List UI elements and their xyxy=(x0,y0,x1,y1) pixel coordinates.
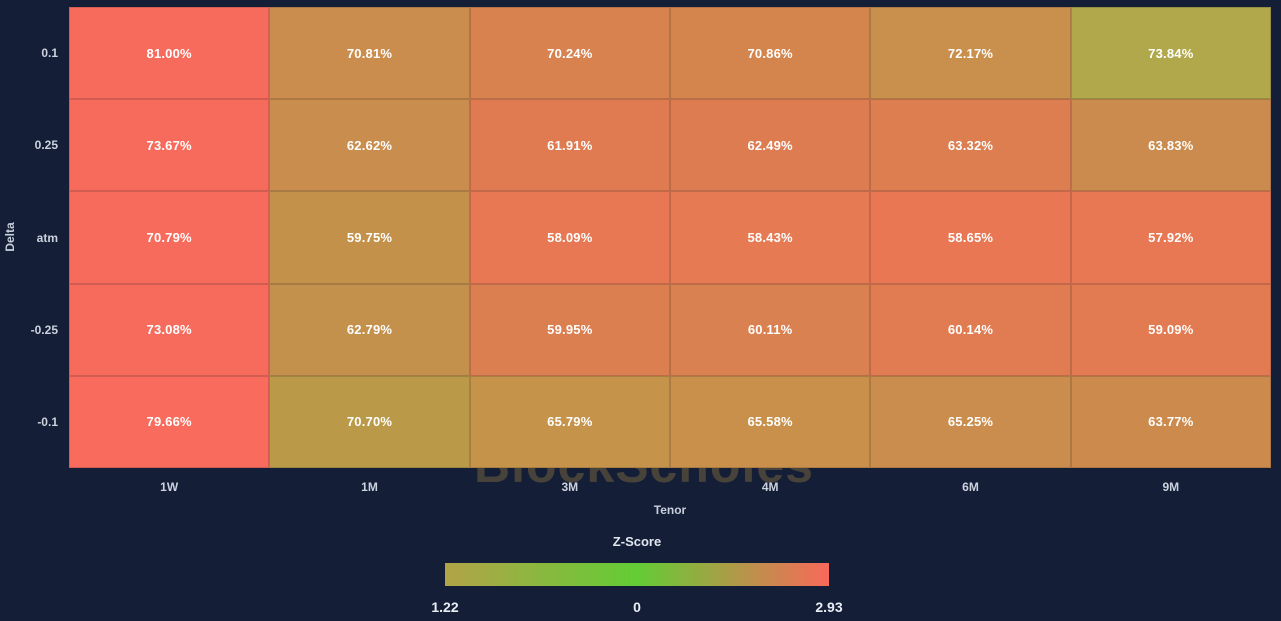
heatmap-cell[interactable]: 70.70% xyxy=(269,375,470,468)
colorbar-max-label: 2.93 xyxy=(815,599,843,615)
cell-value-label: 57.92% xyxy=(1148,229,1194,245)
heatmap-cell[interactable]: 61.91% xyxy=(469,99,670,192)
heatmap-cell[interactable]: 63.77% xyxy=(1070,375,1271,468)
heatmap-cell[interactable]: 59.95% xyxy=(469,283,670,376)
x-tick-label: 1W xyxy=(160,480,179,494)
heatmap-cell[interactable]: 65.25% xyxy=(870,375,1071,468)
cell-value-label: 63.32% xyxy=(947,137,994,153)
cell-value-label: 65.58% xyxy=(747,414,793,430)
y-tick-label: atm xyxy=(36,230,58,245)
cell-value-label: 63.77% xyxy=(1148,414,1194,430)
heatmap-cell[interactable]: 70.79% xyxy=(69,191,270,284)
cell-value-label: 58.65% xyxy=(947,229,994,245)
heatmap-cell[interactable]: 70.81% xyxy=(269,7,470,100)
x-tick-label: 1M xyxy=(361,480,378,494)
heatmap-cell[interactable]: 57.92% xyxy=(1070,191,1271,284)
colorbar-gradient xyxy=(445,563,829,586)
x-tick-label: 3M xyxy=(561,480,579,494)
heatmap-cell[interactable]: 65.79% xyxy=(469,375,670,468)
cell-value-label: 73.08% xyxy=(146,322,192,338)
x-tick-label: 6M xyxy=(962,480,979,494)
cell-value-label: 70.24% xyxy=(547,45,593,61)
cell-value-label: 73.67% xyxy=(146,137,192,153)
heatmap-cell[interactable]: 81.00% xyxy=(69,7,270,100)
heatmap-cell[interactable]: 60.14% xyxy=(870,283,1071,376)
cell-value-label: 70.86% xyxy=(747,45,793,61)
heatmap-cell[interactable]: 72.17% xyxy=(870,7,1071,100)
cell-value-label: 60.14% xyxy=(947,322,994,338)
cell-value-label: 65.25% xyxy=(947,414,994,430)
cell-value-label: 62.62% xyxy=(346,137,393,153)
y-tick-label: -0.1 xyxy=(37,414,58,429)
cell-value-label: 58.43% xyxy=(747,229,793,245)
heatmap-cell[interactable]: 59.75% xyxy=(269,191,470,284)
heatmap-cell[interactable]: 70.86% xyxy=(669,7,871,100)
heatmap-cell[interactable]: 60.11% xyxy=(669,283,871,376)
cell-value-label: 59.09% xyxy=(1148,322,1194,338)
heatmap-cell[interactable]: 62.62% xyxy=(269,99,470,192)
heatmap-cell[interactable]: 58.09% xyxy=(469,191,670,284)
heatmap-cell[interactable]: 59.09% xyxy=(1070,283,1271,376)
cell-value-label: 62.49% xyxy=(747,137,793,153)
cell-value-label: 59.75% xyxy=(346,229,393,245)
heatmap-cell[interactable]: 73.67% xyxy=(69,99,270,192)
cell-value-label: 70.70% xyxy=(346,414,393,430)
cell-value-label: 58.09% xyxy=(547,229,593,245)
heatmap-cell[interactable]: 63.83% xyxy=(1070,99,1271,192)
heatmap-cell[interactable]: 62.79% xyxy=(269,283,470,376)
cell-value-label: 70.81% xyxy=(346,45,393,61)
cell-value-label: 73.84% xyxy=(1148,45,1194,61)
heatmap-cell[interactable]: 65.58% xyxy=(669,375,871,468)
heatmap-cell[interactable]: 73.08% xyxy=(69,283,270,376)
heatmap-cell[interactable]: 73.84% xyxy=(1070,7,1271,100)
cell-value-label: 79.66% xyxy=(146,414,192,430)
heatmap-cell[interactable]: 70.24% xyxy=(469,7,670,100)
heatmap-cell[interactable]: 62.49% xyxy=(669,99,871,192)
x-tick-label: 4M xyxy=(761,480,779,494)
colorbar-mid-label: 0 xyxy=(633,599,641,615)
x-axis-title: Tenor xyxy=(653,503,687,517)
heatmap-cell[interactable]: 63.32% xyxy=(870,99,1071,192)
y-tick-label: -0.25 xyxy=(30,322,58,337)
heatmap-cell[interactable]: 58.65% xyxy=(870,191,1071,284)
y-tick-label: 0.1 xyxy=(41,46,58,61)
x-tick-label: 9M xyxy=(1162,480,1180,494)
cell-value-label: 65.79% xyxy=(547,414,593,430)
cell-value-label: 72.17% xyxy=(947,45,994,61)
colorbar-min-label: 1.22 xyxy=(431,599,459,615)
cell-value-label: 62.79% xyxy=(346,322,393,338)
y-tick-label: 0.25 xyxy=(34,138,58,153)
colorbar-title: Z-Score xyxy=(612,534,662,549)
heatmap-cell[interactable]: 58.43% xyxy=(669,191,871,284)
heatmap-cell[interactable]: 79.66% xyxy=(69,375,270,468)
cell-value-label: 61.91% xyxy=(547,137,593,153)
cell-value-label: 60.11% xyxy=(747,322,793,338)
heatmap-grid: 81.00% 70.81% 70.24% 70.86% 72.17% 73.84% 73.6… xyxy=(69,7,1271,468)
cell-value-label: 59.95% xyxy=(547,322,593,338)
cell-value-label: 63.83% xyxy=(1148,137,1194,153)
cell-value-label: 81.00% xyxy=(146,45,192,61)
cell-value-label: 70.79% xyxy=(146,229,192,245)
